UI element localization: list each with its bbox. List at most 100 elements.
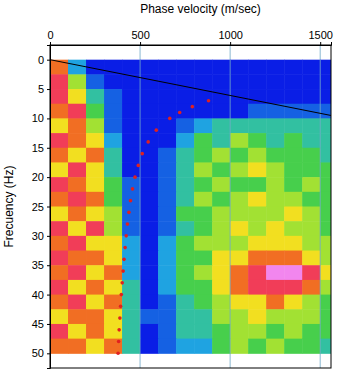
heatmap-cell <box>320 207 331 222</box>
heatmap-cell <box>176 60 195 75</box>
y-tick: 45 <box>32 318 50 330</box>
heatmap-cell <box>158 295 177 310</box>
point <box>154 128 158 132</box>
y-tick-label: 15 <box>32 142 44 154</box>
heatmap-cell <box>122 236 141 251</box>
heatmap-cell <box>50 104 69 119</box>
point <box>127 211 131 215</box>
heatmap-cell <box>104 148 123 163</box>
point <box>126 222 130 226</box>
heatmap-cell <box>104 89 123 104</box>
heatmap-cell <box>212 89 231 104</box>
heatmap-cell <box>140 339 159 354</box>
heatmap-cell <box>320 251 331 266</box>
heatmap-cell <box>320 236 331 251</box>
grid-line <box>140 45 141 368</box>
heatmap-cell <box>248 280 267 295</box>
heatmap-cell <box>212 104 231 119</box>
heatmap-cell <box>266 118 285 133</box>
heatmap-cell <box>86 207 105 222</box>
y-tick-mark <box>47 207 50 208</box>
heatmap-cell <box>158 118 177 133</box>
heatmap-cell <box>230 324 249 339</box>
y-tick-mark <box>47 177 50 178</box>
heatmap-cell <box>212 60 231 75</box>
heatmap-cell <box>50 324 69 339</box>
point <box>122 258 126 262</box>
heatmap-cell <box>212 148 231 163</box>
heatmap-cell <box>122 162 141 177</box>
y-axis-line <box>47 46 51 369</box>
heatmap-cell <box>50 265 69 280</box>
heatmap-cell <box>158 133 177 148</box>
heatmap-cell <box>176 192 195 207</box>
heatmap-cell <box>266 162 285 177</box>
heatmap-cell <box>230 89 249 104</box>
heatmap-cell <box>212 339 231 354</box>
heatmap-cell <box>302 207 321 222</box>
heatmap-cell <box>284 177 303 192</box>
heatmap-cell <box>176 324 195 339</box>
y-tick-mark <box>47 148 50 149</box>
heatmap-cell <box>86 104 105 119</box>
heatmap-cell <box>68 89 87 104</box>
heatmap-cell <box>50 118 69 133</box>
y-tick-label: 30 <box>32 230 44 242</box>
heatmap-cell <box>284 104 303 119</box>
heatmap-cell <box>68 192 87 207</box>
heatmap-cell <box>158 309 177 324</box>
x-tick-label: 0 <box>47 29 53 41</box>
heatmap-cell <box>284 280 303 295</box>
heatmap-cell <box>176 104 195 119</box>
heatmap-cell <box>302 309 321 324</box>
heatmap-cell <box>86 74 105 89</box>
y-tick-label: 10 <box>32 112 44 124</box>
point <box>178 111 182 115</box>
y-tick-label: 45 <box>32 318 44 330</box>
point <box>117 340 121 344</box>
heatmap-cell <box>284 221 303 236</box>
heatmap-cell <box>230 162 249 177</box>
heatmap-cell <box>68 324 87 339</box>
heatmap-cell <box>266 339 285 354</box>
heatmap-cell <box>212 309 231 324</box>
heatmap-cell <box>104 74 123 89</box>
heatmap-cell <box>194 236 213 251</box>
point <box>168 117 172 121</box>
y-tick-label: 0 <box>38 54 44 66</box>
heatmap-cell <box>50 251 69 266</box>
heatmap-cell <box>194 309 213 324</box>
heatmap-cell <box>176 236 195 251</box>
heatmap-cell <box>212 236 231 251</box>
heatmap-cell <box>230 265 249 280</box>
heatmap-cell <box>266 148 285 163</box>
x-tick: 1500 <box>308 29 332 45</box>
heatmap-cell <box>248 162 267 177</box>
x-tick: 1000 <box>218 29 242 45</box>
y-tick-label: 20 <box>32 171 44 183</box>
point <box>116 352 120 356</box>
grid <box>50 45 320 368</box>
heatmap-cell <box>194 162 213 177</box>
heatmap-cell <box>302 118 321 133</box>
heatmap-cell <box>122 339 141 354</box>
heatmap-cell <box>284 251 303 266</box>
heatmap-cell <box>104 309 123 324</box>
heatmap-cell <box>122 309 141 324</box>
heatmap-cell <box>212 295 231 310</box>
heatmap-cell <box>194 324 213 339</box>
y-tick-mark <box>47 353 50 354</box>
point <box>133 175 137 179</box>
heatmap-cell <box>176 309 195 324</box>
heatmap-cell <box>50 221 69 236</box>
heatmap-cell <box>140 60 159 75</box>
heatmap-cell <box>284 74 303 89</box>
heatmap-cell <box>284 60 303 75</box>
heatmap-cell <box>194 177 213 192</box>
heatmap-cell <box>302 60 321 75</box>
heatmap-cell <box>284 133 303 148</box>
y-tick-mark <box>47 60 50 61</box>
heatmap-cell <box>140 324 159 339</box>
heatmap-cell <box>140 133 159 148</box>
heatmap-cell <box>248 104 267 119</box>
